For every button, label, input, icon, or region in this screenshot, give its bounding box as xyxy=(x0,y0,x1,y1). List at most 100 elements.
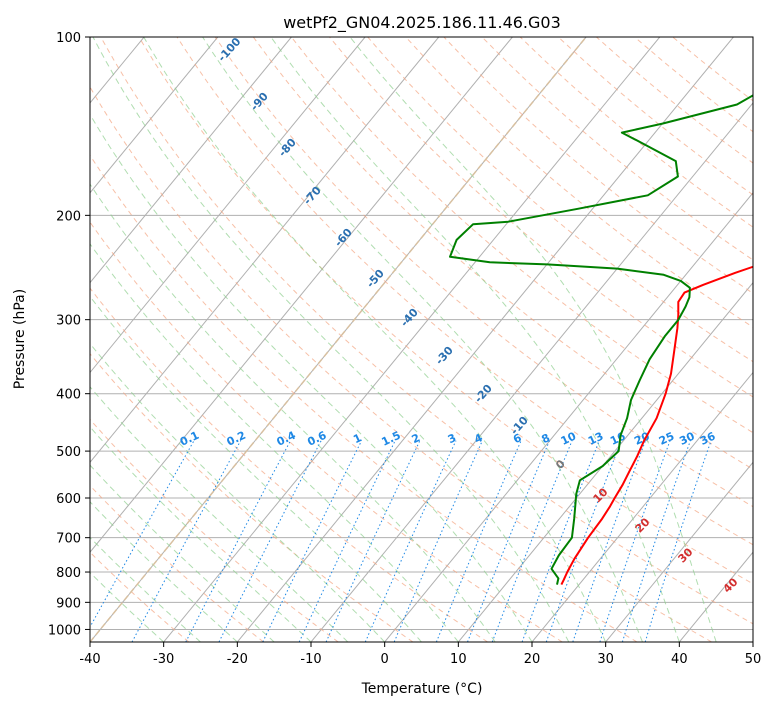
isotherm-line xyxy=(531,371,753,642)
mixing-ratio-label: 3 xyxy=(446,431,458,446)
dry-adiabat-line xyxy=(329,37,753,398)
isotherm-line xyxy=(384,192,753,642)
mixing-ratio-label: 13 xyxy=(586,430,605,448)
mixing-ratio-line xyxy=(218,440,322,642)
mixing-ratio-line xyxy=(572,440,646,642)
x-tick-label: 50 xyxy=(745,652,762,667)
dry-adiabat-line xyxy=(90,221,563,642)
dry-adiabat-line xyxy=(90,154,638,642)
mixing-ratio-label: 8 xyxy=(540,431,552,446)
isotherm-line xyxy=(90,37,513,553)
x-tick-label: -10 xyxy=(300,652,321,667)
moist-adiabat-line xyxy=(90,386,349,642)
x-tick-label: 30 xyxy=(597,652,614,667)
x-axis-title: Temperature (°C) xyxy=(361,681,483,697)
isotherm-line xyxy=(90,37,440,464)
isotherm-line xyxy=(752,641,753,642)
x-axis: -40 -30 -20 -10 0 10 20 30 40 50 xyxy=(79,642,761,667)
mixing-ratio-label: 2 xyxy=(410,431,422,446)
x-tick-label: -40 xyxy=(79,652,100,667)
moist-adiabat-line xyxy=(270,37,680,642)
y-tick-label: 100 xyxy=(56,31,81,46)
reference-line-labels: 0.1 0.2 0.4 0.6 1 1.5 2 3 4 6 8 10 13 16 20 25 30 36-100-… xyxy=(178,35,741,596)
moist-adiabat-line xyxy=(90,536,201,642)
mixing-ratio-line xyxy=(364,440,457,642)
dry-adiabat-line xyxy=(367,37,753,363)
chart-title: wetPf2_GN04.2025.186.11.46.G03 xyxy=(283,13,561,33)
mixing-ratio-line xyxy=(298,440,396,642)
dewpoint-profile-line xyxy=(449,94,753,585)
isotherm-line xyxy=(236,37,734,642)
moist-adiabat-line xyxy=(143,37,607,642)
profile-lines xyxy=(449,94,753,586)
y-tick-label: 300 xyxy=(56,314,81,329)
moist-adiabat-line xyxy=(90,243,459,642)
moist-adiabat-line xyxy=(90,426,312,642)
mixing-ratio-line xyxy=(644,440,712,642)
x-tick-label: 20 xyxy=(524,652,541,667)
mixing-ratio-line xyxy=(90,440,195,629)
mixing-ratio-label: 16 xyxy=(608,429,628,447)
mixing-ratio-label: 4 xyxy=(472,431,485,446)
dry-adiabat-line xyxy=(252,37,753,470)
moist-adiabat-line xyxy=(90,113,533,642)
y-tick-label: 200 xyxy=(56,209,81,224)
mixing-ratio-line xyxy=(545,440,622,642)
mixing-ratio-line xyxy=(393,440,483,642)
moist-adiabat-line xyxy=(90,342,386,642)
dry-adiabat-line xyxy=(90,418,339,642)
plot-frame xyxy=(89,36,754,643)
dry-adiabat-label: -60 xyxy=(332,226,355,250)
mixing-ratio-label: 1 xyxy=(351,431,363,446)
x-tick-label: 10 xyxy=(450,652,467,667)
x-tick-label: 40 xyxy=(671,652,688,667)
dry-adiabat-label: -70 xyxy=(301,184,324,208)
isotherm-line xyxy=(605,461,753,642)
dry-adiabat-label: -50 xyxy=(364,267,387,291)
mixing-ratio-label: 30 xyxy=(677,429,697,447)
dry-adiabat-line xyxy=(90,484,264,642)
dry-adiabat-line xyxy=(90,86,712,642)
dry-adiabat-label: -90 xyxy=(248,90,271,114)
moist-adiabat-line xyxy=(92,37,570,642)
isotherm-line xyxy=(90,37,219,194)
dry-adiabat-line xyxy=(176,37,753,546)
dry-adiabat-label: -20 xyxy=(472,382,495,406)
dry-adiabat-line xyxy=(634,37,753,133)
y-tick-label: 400 xyxy=(56,388,81,403)
mixing-ratio-label: 25 xyxy=(657,430,676,448)
zero-isotherm-label: 0 xyxy=(553,457,568,472)
moist-adiabat-line xyxy=(90,183,496,642)
y-tick-label: 800 xyxy=(56,566,81,581)
y-tick-label: 600 xyxy=(56,492,81,507)
y-axis: 100 200 300 400 500 600 700 800 900 1000 xyxy=(48,31,90,638)
temperature-profile-line xyxy=(560,265,753,586)
y-tick-label: 1000 xyxy=(48,623,81,638)
moist-adiabat-label: 10 xyxy=(591,485,611,505)
dry-adiabat-line xyxy=(291,37,753,434)
isotherm-line xyxy=(310,102,753,642)
moist-adiabat-line xyxy=(90,295,422,642)
mixing-ratio-label: 1.5 xyxy=(380,429,403,449)
mixing-ratio-line xyxy=(435,440,522,642)
isotherm-line xyxy=(163,37,661,642)
dry-adiabat-label: -100 xyxy=(215,35,243,64)
dry-adiabat-label: -40 xyxy=(398,306,421,330)
moist-adiabat-label: 40 xyxy=(721,575,741,595)
moist-adiabat-label: 20 xyxy=(633,515,653,535)
isotherm-line xyxy=(90,37,366,374)
dry-adiabat-line xyxy=(138,37,753,585)
x-tick-label: -30 xyxy=(153,652,174,667)
mixing-ratio-line xyxy=(325,440,421,642)
y-tick-label: 900 xyxy=(56,596,81,611)
mixing-ratio-line xyxy=(262,440,363,642)
isotherm-line xyxy=(678,551,753,642)
isotherm-line xyxy=(457,281,753,642)
isotherm-line xyxy=(0,37,70,642)
x-tick-label: 0 xyxy=(381,652,389,667)
dry-adiabat-label: -80 xyxy=(276,136,299,160)
y-axis-title: Pressure (hPa) xyxy=(12,289,28,389)
moist-adiabat-line xyxy=(202,37,643,642)
mixing-ratio-label: 0.1 xyxy=(178,429,201,449)
dry-adiabat-line xyxy=(100,37,753,625)
